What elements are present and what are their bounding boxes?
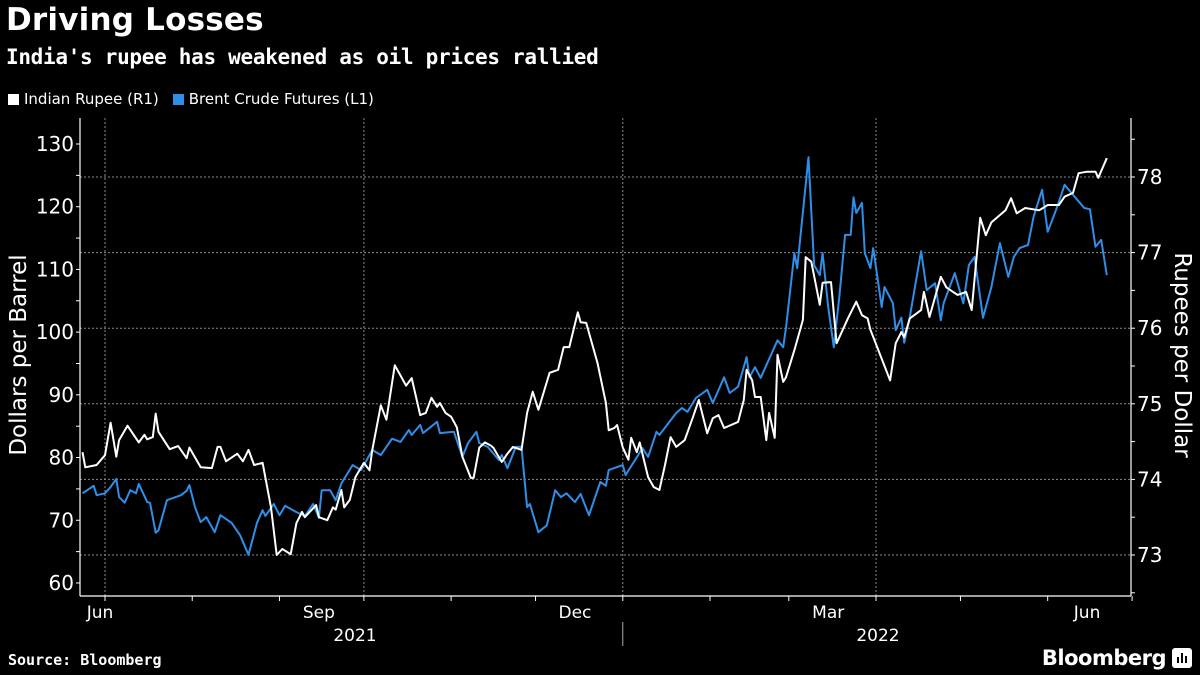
- axes: 60 70 80 90 100 110 120 130 73 74 75 76 77 78 Jun Sep De…: [36, 118, 1162, 646]
- y-left-tick-label: 80: [49, 446, 74, 470]
- x-month-label: Mar: [812, 603, 844, 623]
- x-year-label: 2021: [333, 626, 376, 646]
- y-right-tick-label: 76: [1137, 316, 1162, 340]
- y-left-tick-label: 130: [36, 132, 74, 156]
- legend-item-brent: Brent Crude Futures (L1): [172, 90, 374, 108]
- gridlines: [80, 118, 1131, 596]
- x-year-label: 2022: [856, 626, 899, 646]
- y-left-tick-label: 110: [36, 257, 74, 281]
- bloomberg-chart-icon: [1172, 648, 1192, 668]
- y-right-tick-label: 77: [1137, 241, 1162, 265]
- brand-wordmark: Bloomberg: [1041, 646, 1167, 670]
- y-left-tick-label: 100: [36, 320, 74, 344]
- y-left-axis-title: Dollars per Barrel: [6, 254, 32, 455]
- y-right-tick-label: 74: [1137, 467, 1162, 491]
- legend: Indian Rupee (R1) Brent Crude Futures (L…: [8, 90, 374, 108]
- legend-label-brent: Brent Crude Futures (L1): [188, 90, 374, 108]
- y-right-tick-label: 78: [1137, 165, 1162, 189]
- y-right-tick-label: 73: [1137, 543, 1162, 567]
- legend-label-rupee: Indian Rupee (R1): [24, 90, 159, 108]
- y-right-tick-label: 75: [1137, 392, 1162, 416]
- y-left-tick-label: 120: [36, 195, 74, 219]
- y-left-tick-label: 90: [49, 383, 74, 407]
- legend-item-rupee: Indian Rupee (R1): [8, 90, 159, 108]
- x-month-label: Dec: [558, 603, 591, 623]
- series-lines: [81, 156, 1108, 556]
- chart-title: Driving Losses: [6, 2, 264, 38]
- brent-series-line: [81, 156, 1108, 556]
- x-month-label: Jun: [1073, 603, 1101, 623]
- y-right-axis-title: Rupees per Dollar: [1169, 252, 1195, 458]
- y-left-tick-label: 70: [49, 508, 74, 532]
- chart-subtitle: India's rupee has weakened as oil prices…: [6, 45, 599, 69]
- x-month-label: Sep: [303, 603, 335, 623]
- rupee-series-line: [81, 157, 1108, 556]
- legend-swatch-rupee: [8, 93, 19, 105]
- source-note: Source: Bloomberg: [8, 651, 162, 669]
- bloomberg-logo: Bloomberg: [1042, 646, 1192, 670]
- y-left-tick-label: 60: [49, 571, 74, 595]
- x-month-label: Jun: [86, 603, 114, 623]
- legend-swatch-brent: [172, 93, 184, 105]
